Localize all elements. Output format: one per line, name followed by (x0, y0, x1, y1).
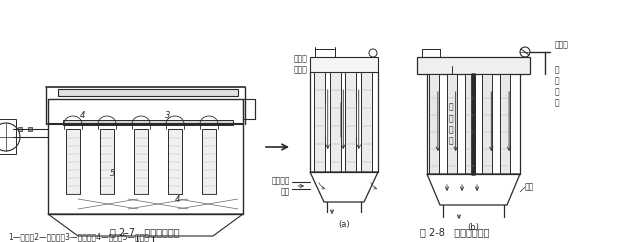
Bar (314, 72, 325, 172)
Bar (310, 57, 378, 72)
Bar (134, 129, 148, 194)
Text: 4: 4 (80, 111, 86, 120)
Bar (168, 129, 182, 194)
Bar (500, 74, 510, 174)
Text: 图 2-8   箱式喷吹示意: 图 2-8 箱式喷吹示意 (420, 227, 490, 237)
Bar (465, 74, 475, 174)
Text: (b): (b) (467, 223, 479, 232)
Bar (202, 129, 216, 194)
Bar (0, 119, 16, 154)
Bar (58, 89, 238, 96)
Bar (483, 74, 493, 174)
Bar (361, 72, 371, 172)
Bar (345, 72, 356, 172)
Bar (66, 129, 80, 194)
Text: (a): (a) (338, 220, 350, 229)
Text: 挡
板
阀
关: 挡 板 阀 关 (448, 103, 453, 145)
Text: 压
缩
空
气: 压 缩 空 气 (555, 65, 560, 107)
Text: 3: 3 (165, 111, 170, 120)
Bar (417, 57, 530, 74)
Text: 4: 4 (175, 195, 180, 204)
Bar (18, 127, 22, 131)
Text: 1—气包；2—脉冲阀；3—喷吹管；4—滤袋；5—文氏管: 1—气包；2—脉冲阀；3—喷吹管；4—滤袋；5—文氏管 (8, 232, 149, 241)
Text: 脉冲阀: 脉冲阀 (555, 40, 569, 50)
Text: 图 2-7   管式喷吹示意: 图 2-7 管式喷吹示意 (110, 227, 180, 237)
Bar (429, 74, 439, 174)
Bar (100, 129, 114, 194)
Bar (28, 127, 32, 131)
Bar (330, 72, 340, 172)
Bar (243, 99, 255, 119)
Bar (315, 49, 335, 57)
Bar (63, 120, 233, 124)
Text: 干净气
体出口: 干净气 体出口 (293, 54, 307, 74)
Text: 含尘气体
入口: 含尘气体 入口 (271, 176, 290, 196)
Text: 5: 5 (110, 169, 116, 179)
Text: 灰斗: 灰斗 (525, 182, 534, 191)
Bar (422, 49, 440, 57)
Bar (447, 74, 457, 174)
